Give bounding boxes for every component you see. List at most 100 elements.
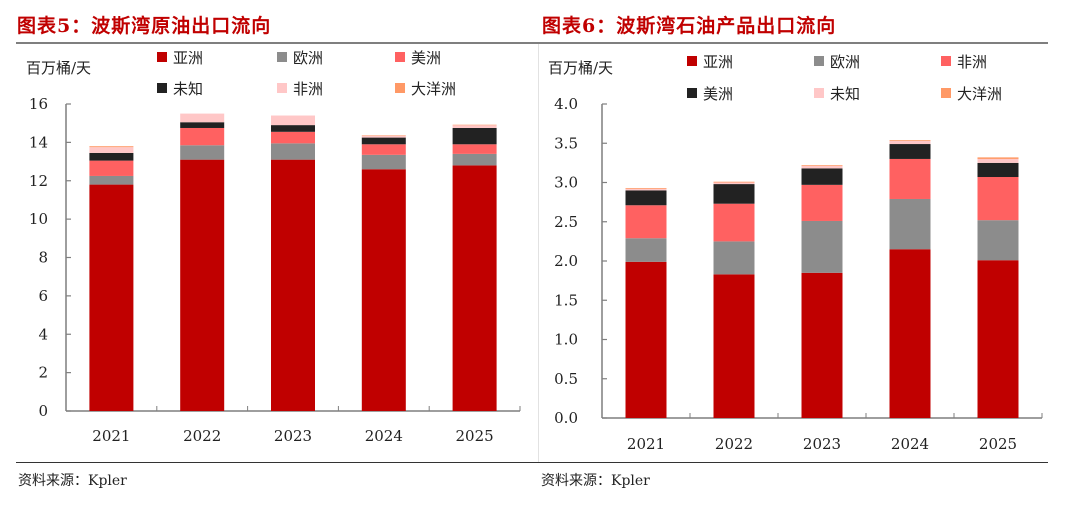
legend-item: 未知 [814, 85, 860, 103]
bar-segment [977, 177, 1019, 221]
legend-label: 未知 [830, 85, 860, 103]
y-tick-label: 4.0 [554, 95, 578, 113]
legend-item: 非洲 [941, 53, 987, 71]
bar-stack-2025 [452, 124, 497, 411]
bar-stack-2024 [361, 135, 406, 411]
legend-label: 非洲 [957, 53, 987, 71]
legend-item: 亚洲 [687, 53, 733, 71]
x-tick-label: 2021 [92, 427, 130, 445]
legend-swatch [157, 52, 167, 62]
bar-segment [452, 125, 497, 128]
legend-swatch [687, 88, 697, 98]
y-tick-label: 3.5 [554, 134, 578, 152]
bar-segment [271, 115, 315, 126]
legend-swatch [395, 83, 405, 93]
x-tick-label: 2021 [627, 435, 665, 453]
bar-segment [625, 238, 667, 262]
bar-stack-2021 [625, 187, 667, 418]
legend-label: 欧洲 [830, 53, 860, 71]
legend-label: 亚洲 [703, 53, 733, 71]
bar-segment [452, 153, 497, 166]
legend-swatch [814, 56, 824, 66]
bar-segment [977, 162, 1019, 178]
y-tick-label: 2 [38, 364, 48, 382]
bar-segment [452, 127, 497, 145]
y-axis-label: 百万桶/天 [548, 59, 613, 77]
bar-segment [977, 158, 1019, 163]
legend-swatch [814, 88, 824, 98]
legend-label: 大洋洲 [957, 85, 1002, 103]
legend-item: 欧洲 [277, 49, 323, 67]
legend-label: 未知 [173, 80, 203, 98]
chart-panel-crude-oil: 图表5：波斯湾原油出口流向 百万桶/天 亚洲 欧洲 美洲 未知 非洲 大洋洲 0 2 4 6 8 10 1… [0, 0, 538, 515]
y-tick-label: 2.5 [554, 213, 578, 231]
bar-segment [361, 135, 406, 138]
x-tick-label: 2025 [979, 435, 1017, 453]
x-tick-label: 2023 [274, 427, 312, 445]
bar-segment [625, 188, 667, 191]
title-divider [16, 42, 538, 44]
bar-stack-2023 [271, 115, 315, 411]
y-tick-label: 12 [29, 172, 48, 190]
bar-segment [713, 274, 755, 418]
title-divider [538, 42, 1048, 44]
legend-item: 亚洲 [157, 49, 203, 67]
bar-segment [713, 184, 755, 204]
legend-label: 美洲 [411, 49, 441, 67]
bar-segment [180, 113, 225, 123]
bar-segment [452, 144, 497, 154]
chart-title: 图表5：波斯湾原油出口流向 [17, 15, 272, 37]
bar-segment [889, 198, 931, 250]
bar-segment [271, 125, 315, 132]
y-tick-label: 0 [38, 402, 48, 420]
y-tick-label: 3.0 [554, 174, 578, 192]
y-tick-label: 1.5 [554, 291, 578, 309]
bar-segment [452, 165, 497, 411]
source-divider [538, 462, 1048, 463]
bar-segment [713, 203, 755, 242]
bar-segment [801, 184, 843, 221]
bar-segment [625, 190, 667, 206]
x-tick-label: 2022 [183, 427, 221, 445]
legend-swatch [941, 56, 951, 66]
legend-label: 非洲 [293, 80, 323, 98]
x-tick-label: 2023 [803, 435, 841, 453]
legend-item: 美洲 [395, 49, 441, 67]
y-tick-label: 0.5 [554, 370, 578, 388]
legend-swatch [157, 83, 167, 93]
chart-title: 图表6：波斯湾石油产品出口流向 [542, 15, 837, 37]
panel-divider [538, 44, 539, 462]
legend-item: 未知 [157, 80, 203, 98]
bar-segment [271, 131, 315, 144]
bar-segment [271, 159, 315, 411]
bar-segment [271, 143, 315, 160]
y-tick-label: 6 [38, 287, 48, 305]
bar-segment [713, 181, 755, 183]
legend-label: 欧洲 [293, 49, 323, 67]
bar-segment [625, 205, 667, 239]
bar-segment [801, 168, 843, 185]
bar-segment [452, 124, 497, 126]
bar-segment [89, 175, 134, 185]
bar-segment [89, 184, 134, 411]
bar-stack-2024 [889, 140, 931, 418]
bar-stack-2023 [801, 165, 843, 418]
bar-segment [625, 187, 667, 189]
source-divider [16, 462, 538, 463]
bar-segment [977, 220, 1019, 261]
bar-stack-2022 [180, 113, 225, 411]
bar-stack-2022 [713, 181, 755, 418]
bar-segment [801, 272, 843, 418]
legend-swatch [277, 52, 287, 62]
legend-swatch [277, 83, 287, 93]
legend-swatch [687, 56, 697, 66]
bar-stack-2021 [89, 146, 134, 411]
bar-segment [889, 140, 931, 145]
bar-segment [713, 182, 755, 185]
bar-segment [977, 157, 1019, 159]
y-tick-label: 10 [29, 210, 48, 228]
legend-label: 大洋洲 [411, 80, 456, 98]
bar-segment [977, 260, 1019, 418]
bar-segment [180, 159, 225, 411]
